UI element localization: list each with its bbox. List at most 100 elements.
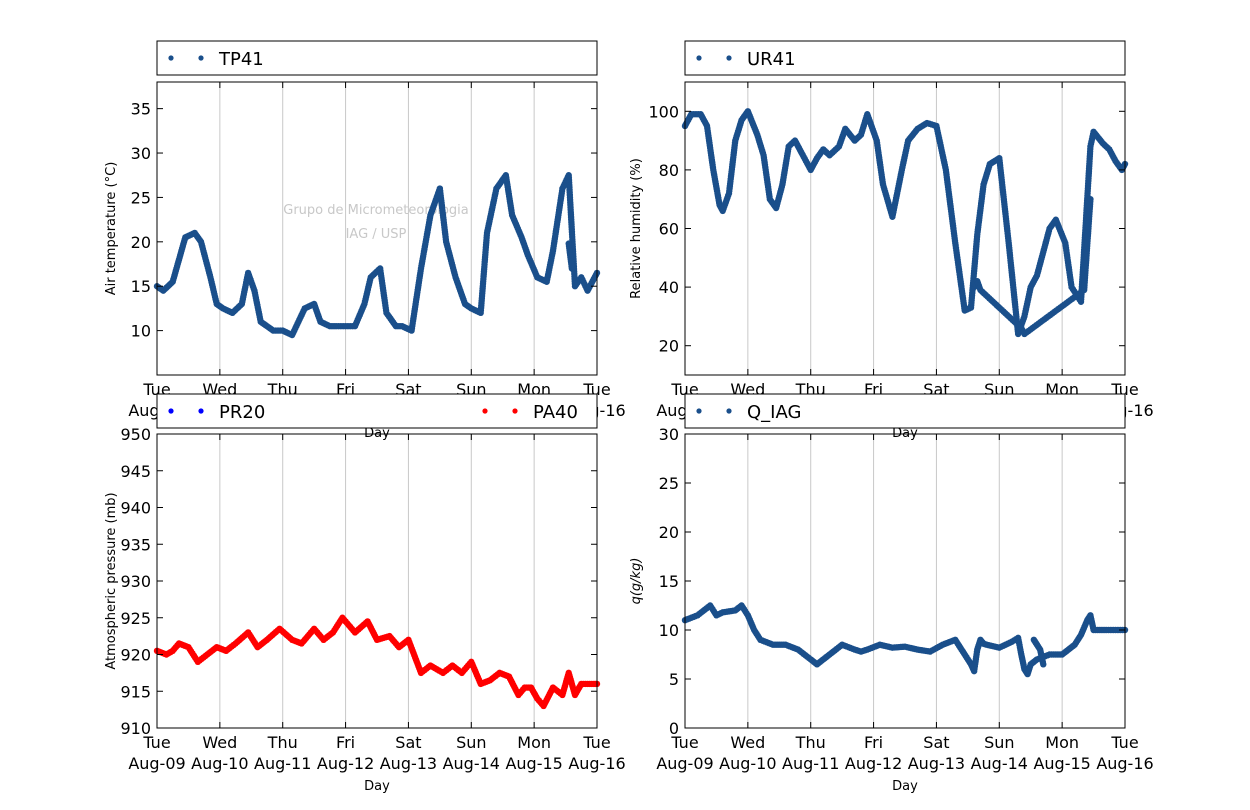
y-tick-label: 945 [120, 462, 151, 481]
legend-label: PR20 [219, 402, 265, 423]
x-tick-day: Fri [336, 733, 355, 752]
legend-marker [482, 408, 488, 414]
x-tick-date: Aug-10 [191, 754, 248, 773]
x-tick-date: Aug-13 [908, 754, 965, 773]
y-axis-title: q(g/kg) [629, 558, 644, 605]
legend-box [156, 393, 598, 429]
legend: PR20 PA40 [156, 393, 598, 429]
y-tick-label: 25 [659, 474, 679, 493]
chart-panel-1: Grupo de Micrometeorologia IAG / USP 10 15 2… [104, 40, 626, 441]
x-tick-day: Sun [984, 733, 1014, 752]
y-tick-label: 950 [120, 425, 151, 444]
x-tick-day: Wed [730, 733, 765, 752]
series-extra-1 [565, 240, 576, 272]
watermark-line-2: IAG / USP [346, 227, 407, 242]
x-tick-date: Aug-16 [1096, 754, 1153, 773]
y-axis-title: Relative humidity (%) [629, 158, 644, 299]
series-ur41-0 [681, 108, 1129, 338]
y-tick-label: 915 [120, 682, 151, 701]
y-tick-label: 40 [659, 278, 679, 297]
x-axis-title: Day [364, 779, 390, 794]
legend-label: TP41 [218, 49, 264, 70]
plot-frame [156, 433, 598, 729]
x-tick-date: Aug-11 [254, 754, 311, 773]
legend-marker [168, 408, 174, 414]
x-tick-day: Thu [795, 733, 826, 752]
x-tick-day: Sun [456, 733, 486, 752]
legend-label: UR41 [747, 49, 796, 70]
x-tick-day: Sat [923, 733, 949, 752]
y-tick-label: 925 [120, 609, 151, 628]
legend-marker [512, 408, 518, 414]
x-tick-date: Aug-09 [128, 754, 185, 773]
x-tick-date: Aug-15 [505, 754, 562, 773]
y-tick-label: 80 [659, 161, 679, 180]
y-tick-label: 20 [131, 233, 151, 252]
x-tick-day: Thu [267, 733, 298, 752]
x-tick-date: Aug-14 [443, 754, 500, 773]
y-tick-label: 920 [120, 646, 151, 665]
x-tick-day: Mon [517, 733, 551, 752]
legend-marker [726, 55, 732, 61]
x-tick-day: Tue [582, 733, 610, 752]
series-pa40-1 [153, 614, 601, 710]
legend: TP41 [156, 40, 598, 76]
x-tick-day: Wed [202, 733, 237, 752]
data-point [1087, 196, 1094, 203]
legend-marker [198, 408, 204, 414]
x-tick-date: Aug-12 [317, 754, 374, 773]
x-tick-day: Mon [1045, 733, 1079, 752]
y-tick-label: 20 [659, 523, 679, 542]
legend-box [156, 40, 598, 76]
x-tick-date: Aug-13 [380, 754, 437, 773]
y-tick-label: 60 [659, 220, 679, 239]
y-tick-label: 15 [659, 572, 679, 591]
legend-box [684, 393, 1126, 429]
x-axis-title: Day [892, 779, 918, 794]
series-extra-1 [970, 196, 1094, 338]
x-tick-day: Sat [395, 733, 421, 752]
y-tick-label: 5 [669, 670, 679, 689]
data-point [568, 265, 576, 272]
y-tick-label: 10 [659, 621, 679, 640]
y-tick-label: 930 [120, 572, 151, 591]
chart-panel-3: 910 915 920 925 930 935 940 945 950 Tue Aug-09 Wed A… [104, 393, 626, 794]
y-tick-label: 940 [120, 499, 151, 518]
y-tick-label: 25 [131, 188, 151, 207]
x-tick-date: Aug-14 [971, 754, 1028, 773]
watermark-line-1: Grupo de Micrometeorologia [283, 203, 469, 218]
legend: Q_IAG [684, 393, 1126, 429]
y-tick-label: 10 [131, 322, 151, 341]
x-tick-date: Aug-12 [845, 754, 902, 773]
legend-marker [696, 408, 702, 414]
y-tick-label: 100 [648, 102, 679, 121]
series-q-iag-0 [681, 602, 1129, 678]
legend-marker [696, 55, 702, 61]
x-tick-day: Fri [864, 733, 883, 752]
x-tick-day: Tue [142, 733, 170, 752]
y-tick-label: 0 [669, 719, 679, 738]
plot-frame [684, 433, 1126, 729]
series-tp41-0 [153, 172, 601, 339]
y-axis-title: Atmospheric pressure (mb) [104, 492, 119, 669]
legend-marker [726, 408, 732, 414]
series-extra-1 [1030, 636, 1047, 668]
legend-label: Q_IAG [747, 402, 801, 423]
y-tick-label: 20 [659, 337, 679, 356]
chart-panel-4: 0 5 10 15 20 25 30 Tue Aug-09 Wed Aug-10 Thu Aug-11 F… [629, 393, 1154, 794]
y-tick-label: 910 [120, 719, 151, 738]
x-tick-date: Aug-15 [1033, 754, 1090, 773]
data-point [1040, 661, 1047, 668]
plot-frame [156, 81, 598, 376]
legend-marker [168, 55, 174, 61]
y-tick-label: 30 [659, 425, 679, 444]
y-tick-label: 35 [131, 100, 151, 119]
x-tick-date: Aug-09 [656, 754, 713, 773]
y-tick-label: 30 [131, 144, 151, 163]
y-tick-label: 15 [131, 277, 151, 296]
legend: UR41 [684, 40, 1126, 76]
y-axis-title: Air temperature (°C) [104, 162, 119, 296]
y-tick-label: 935 [120, 535, 151, 554]
x-tick-day: Tue [670, 733, 698, 752]
